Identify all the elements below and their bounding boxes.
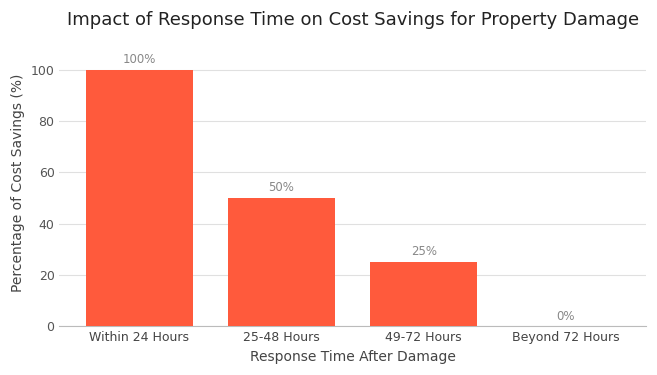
Y-axis label: Percentage of Cost Savings (%): Percentage of Cost Savings (%): [11, 74, 25, 292]
Text: 100%: 100%: [123, 53, 156, 66]
Bar: [86, 70, 193, 327]
Text: 50%: 50%: [269, 181, 294, 194]
Bar: [371, 262, 477, 327]
X-axis label: Response Time After Damage: Response Time After Damage: [250, 350, 455, 364]
Text: 0%: 0%: [556, 310, 575, 322]
Bar: [228, 198, 335, 327]
Title: Impact of Response Time on Cost Savings for Property Damage: Impact of Response Time on Cost Savings …: [66, 11, 639, 29]
Text: 25%: 25%: [411, 246, 437, 258]
